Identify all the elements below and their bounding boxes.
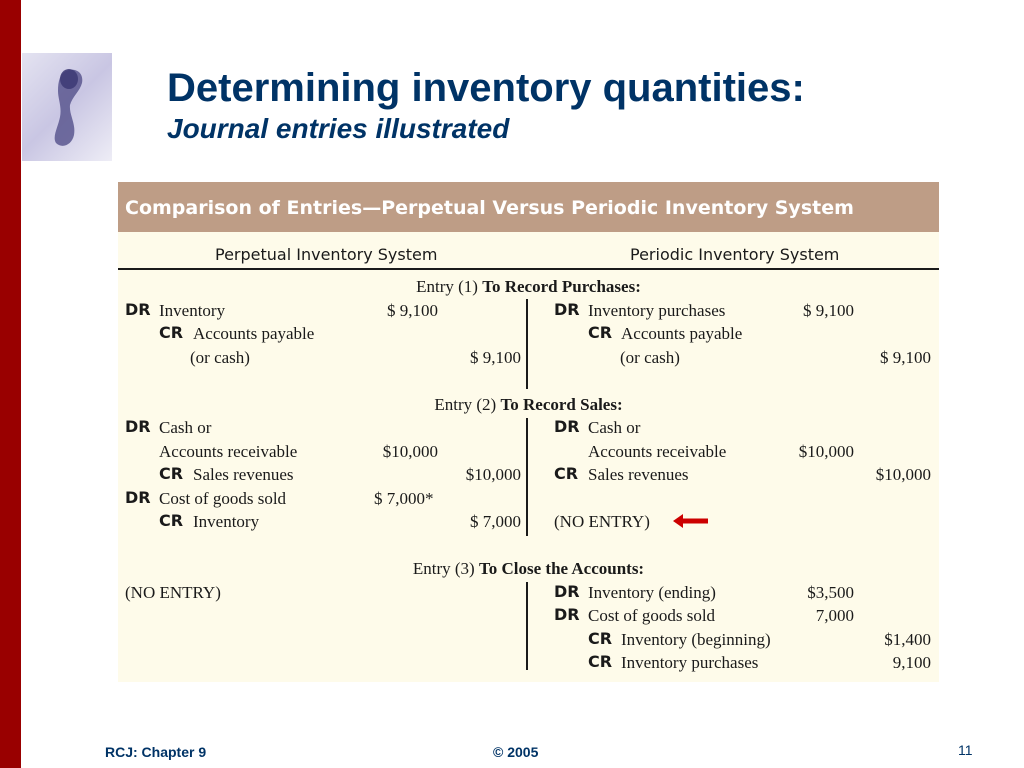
cr-label: CR xyxy=(588,629,613,648)
entry-1-label: To Record Purchases: xyxy=(482,277,641,296)
column-header-perpetual: Perpetual Inventory System xyxy=(215,245,438,264)
periodic-inventory-purchases: Inventory purchases xyxy=(588,301,726,320)
entry-2-heading: Entry (2) To Record Sales: xyxy=(118,395,939,415)
entry-1-prefix: Entry (1) xyxy=(416,277,478,296)
periodic-sales-revenues-amount: $10,000 xyxy=(875,465,931,484)
footer-chapter: RCJ: Chapter 9 xyxy=(105,744,207,760)
entry-1-heading: Entry (1) To Record Purchases: xyxy=(118,277,939,297)
page-number: 11 xyxy=(958,742,973,758)
perpetual-accounts-receivable-amount: $10,000 xyxy=(382,442,438,461)
dr-label: DR xyxy=(125,300,151,319)
periodic-inventory-ending-amount: $3,500 xyxy=(807,583,854,602)
perpetual-accounts-payable: Accounts payable xyxy=(193,324,315,343)
perpetual-inventory-credit: Inventory xyxy=(193,512,260,531)
periodic-cost-of-goods-sold: Cost of goods sold xyxy=(588,606,716,625)
separator-entry-3 xyxy=(526,582,528,670)
entry-3-label: To Close the Accounts: xyxy=(478,559,645,578)
dr-label: DR xyxy=(554,300,580,319)
perpetual-no-entry: (NO ENTRY) xyxy=(125,583,221,602)
perpetual-sales-revenues: Sales revenues xyxy=(193,465,294,484)
entry-2-prefix: Entry (2) xyxy=(434,395,497,414)
entry-2-label: To Record Sales: xyxy=(500,395,623,414)
separator-entry-2 xyxy=(526,418,528,536)
footer-copyright: © 2005 xyxy=(493,744,539,760)
perpetual-or-cash: (or cash) xyxy=(190,348,250,367)
dr-label: DR xyxy=(554,605,580,624)
perpetual-inventory-amount: $ 9,100 xyxy=(387,301,438,320)
perpetual-accounts-payable-amount: $ 9,100 xyxy=(470,348,521,367)
periodic-accounts-payable: Accounts payable xyxy=(621,324,743,343)
perpetual-accounts-receivable: Accounts receivable xyxy=(159,442,298,461)
left-accent-bar xyxy=(0,0,21,768)
perpetual-sales-revenues-amount: $10,000 xyxy=(465,465,521,484)
column-header-periodic: Periodic Inventory System xyxy=(630,245,840,264)
keyhole-figure-logo xyxy=(22,53,112,161)
column-header-rule xyxy=(118,268,939,270)
periodic-cost-of-goods-sold-amount: 7,000 xyxy=(815,606,854,625)
cr-label: CR xyxy=(159,323,184,342)
comparison-table: Comparison of Entries—Perpetual Versus P… xyxy=(118,182,939,682)
table-header: Comparison of Entries—Perpetual Versus P… xyxy=(118,182,939,232)
cr-label: CR xyxy=(159,464,184,483)
entry-3-prefix: Entry (3) xyxy=(412,559,475,578)
perpetual-cost-of-goods-sold-amount: $ 7,000* xyxy=(374,489,434,508)
entry-3-heading: Entry (3) To Close the Accounts: xyxy=(118,559,939,579)
cr-label: CR xyxy=(588,652,613,671)
periodic-accounts-receivable: Accounts receivable xyxy=(588,442,727,461)
periodic-or-cash: (or cash) xyxy=(620,348,680,367)
periodic-accounts-payable-amount: $ 9,100 xyxy=(880,348,931,367)
slide-title: Determining inventory quantities: xyxy=(167,66,805,110)
periodic-sales-revenues: Sales revenues xyxy=(588,465,689,484)
slide-subtitle: Journal entries illustrated xyxy=(167,113,510,144)
cr-label: CR xyxy=(588,323,613,342)
separator-entry-1 xyxy=(526,299,528,389)
cr-label: CR xyxy=(554,464,579,483)
cr-label: CR xyxy=(159,511,184,530)
periodic-inventory-purchases-credit: Inventory purchases xyxy=(621,653,759,672)
dr-label: DR xyxy=(554,417,580,436)
periodic-inventory-purchases-amount: $ 9,100 xyxy=(803,301,854,320)
table-caption: Comparison of Entries—Perpetual Versus P… xyxy=(125,197,854,219)
periodic-accounts-receivable-amount: $10,000 xyxy=(798,442,854,461)
periodic-inventory-beginning-amount: $1,400 xyxy=(884,630,931,649)
left-arrow-icon xyxy=(673,514,708,528)
perpetual-inventory-credit-amount: $ 7,000 xyxy=(470,512,521,531)
perpetual-cash-or: Cash or xyxy=(159,418,212,437)
dr-label: DR xyxy=(125,417,151,436)
perpetual-cost-of-goods-sold: Cost of goods sold xyxy=(159,489,287,508)
perpetual-inventory: Inventory xyxy=(159,301,226,320)
dr-label: DR xyxy=(554,582,580,601)
periodic-cash-or: Cash or xyxy=(588,418,641,437)
dr-label: DR xyxy=(125,488,151,507)
periodic-inventory-ending: Inventory (ending) xyxy=(588,583,716,602)
periodic-inventory-purchases-credit-amount: 9,100 xyxy=(892,653,931,672)
periodic-no-entry: (NO ENTRY) xyxy=(554,512,650,531)
periodic-inventory-beginning: Inventory (beginning) xyxy=(621,630,771,649)
